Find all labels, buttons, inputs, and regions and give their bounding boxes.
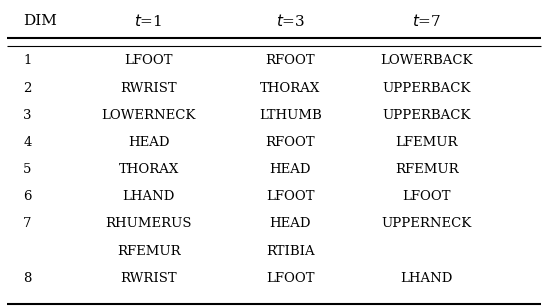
Text: UPPERBACK: UPPERBACK <box>383 109 471 122</box>
Text: UPPERNECK: UPPERNECK <box>381 217 472 230</box>
Text: RFEMUR: RFEMUR <box>395 163 459 176</box>
Text: HEAD: HEAD <box>270 163 311 176</box>
Text: DIM: DIM <box>23 14 57 28</box>
Text: LFOOT: LFOOT <box>124 55 173 67</box>
Text: LOWERBACK: LOWERBACK <box>380 55 473 67</box>
Text: 4: 4 <box>23 136 32 149</box>
Text: 2: 2 <box>23 82 32 95</box>
Text: LFOOT: LFOOT <box>402 190 451 203</box>
Text: RHUMERUS: RHUMERUS <box>105 217 192 230</box>
Text: LFOOT: LFOOT <box>266 272 315 285</box>
Text: RWRIST: RWRIST <box>121 82 177 95</box>
Text: 6: 6 <box>23 190 32 203</box>
Text: RFOOT: RFOOT <box>266 55 315 67</box>
Text: $\it{t}$=1: $\it{t}$=1 <box>134 13 163 29</box>
Text: UPPERBACK: UPPERBACK <box>383 82 471 95</box>
Text: RFEMUR: RFEMUR <box>117 245 180 257</box>
Text: LHAND: LHAND <box>122 190 175 203</box>
Text: LTHUMB: LTHUMB <box>259 109 322 122</box>
Text: $\it{t}$=7: $\it{t}$=7 <box>412 13 441 29</box>
Text: $\it{t}$=3: $\it{t}$=3 <box>276 13 305 29</box>
Text: LOWERNECK: LOWERNECK <box>101 109 196 122</box>
Text: 5: 5 <box>23 163 32 176</box>
Text: RWRIST: RWRIST <box>121 272 177 285</box>
Text: RTIBIA: RTIBIA <box>266 245 315 257</box>
Text: THORAX: THORAX <box>260 82 321 95</box>
Text: LFEMUR: LFEMUR <box>396 136 458 149</box>
Text: 3: 3 <box>23 109 32 122</box>
Text: LHAND: LHAND <box>401 272 453 285</box>
Text: HEAD: HEAD <box>128 136 169 149</box>
Text: 1: 1 <box>23 55 32 67</box>
Text: LFOOT: LFOOT <box>266 190 315 203</box>
Text: RFOOT: RFOOT <box>266 136 315 149</box>
Text: THORAX: THORAX <box>118 163 179 176</box>
Text: 8: 8 <box>23 272 32 285</box>
Text: 7: 7 <box>23 217 32 230</box>
Text: HEAD: HEAD <box>270 217 311 230</box>
